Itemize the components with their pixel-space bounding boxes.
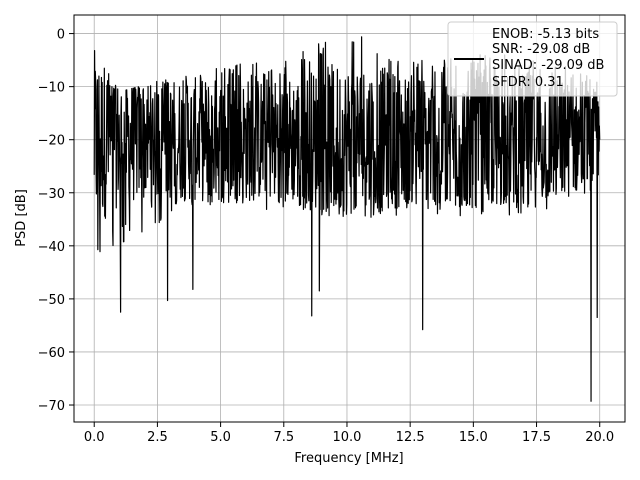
x-tick-label: 5.0 — [210, 430, 231, 445]
y-tick-label: −10 — [38, 81, 65, 96]
legend: ENOB: -5.13 bits SNR: -29.08 dB SINAD: -… — [447, 21, 618, 97]
y-tick-label: −30 — [38, 187, 65, 202]
x-tick-label: 15.0 — [459, 430, 488, 445]
x-tick-label: 17.5 — [522, 430, 551, 445]
legend-sfdr: SFDR: 0.31 — [492, 75, 564, 90]
x-axis-label: Frequency [MHz] — [294, 451, 403, 466]
y-tick-label: −70 — [38, 399, 65, 414]
x-tick-label: 0.0 — [84, 430, 105, 445]
legend-snr: SNR: -29.08 dB — [492, 42, 590, 57]
y-axis-label: PSD [dB] — [14, 189, 29, 247]
y-tick-label: −40 — [38, 240, 65, 255]
x-tick-label: 2.5 — [147, 430, 168, 445]
y-tick-label: −60 — [38, 346, 65, 361]
x-tick-label: 12.5 — [396, 430, 425, 445]
y-tick-label: −50 — [38, 293, 65, 308]
psd-trace — [93, 36, 601, 402]
legend-box — [447, 21, 618, 97]
axes-frame — [73, 14, 626, 423]
legend-enob: ENOB: -5.13 bits — [492, 27, 599, 42]
y-tick-label: 0 — [57, 28, 65, 43]
x-tick-label: 20.0 — [585, 430, 614, 445]
legend-sinad: SINAD: -29.09 dB — [492, 58, 604, 73]
y-axis-ticks: 0 −10 −20 −30 −40 −50 −60 −70 — [38, 28, 74, 414]
x-tick-label: 10.0 — [332, 430, 361, 445]
x-tick-label: 7.5 — [273, 430, 294, 445]
y-tick-label: −20 — [38, 134, 65, 149]
x-axis-ticks: 0.0 2.5 5.0 7.5 10.0 12.5 15.0 17.5 20.0 — [84, 422, 614, 445]
psd-series — [93, 36, 601, 402]
